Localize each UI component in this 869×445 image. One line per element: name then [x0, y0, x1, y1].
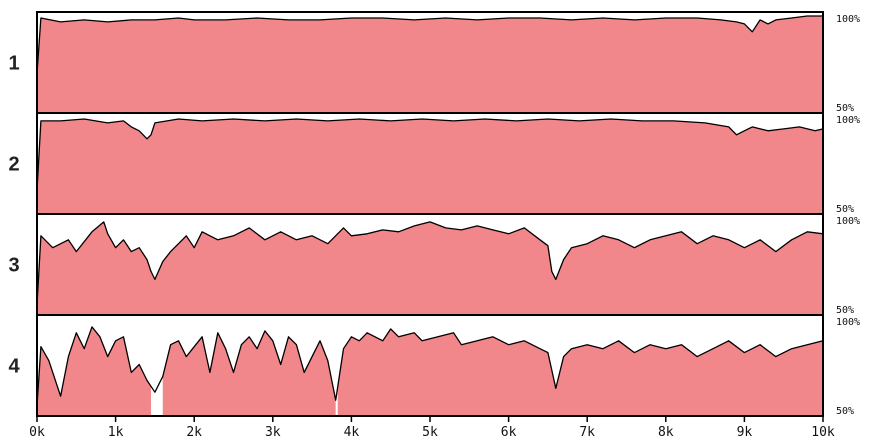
track-panel-1: 1 100% 50% — [8, 11, 860, 114]
track-3-area — [37, 221, 823, 315]
x-tick-label-3k: 3k — [265, 425, 281, 440]
x-tick-label-4k: 4k — [344, 425, 360, 440]
track-2-line — [36, 118, 824, 191]
x-tick-label-1k: 1k — [108, 425, 124, 440]
x-tick-label-5k: 5k — [422, 425, 438, 440]
track-4-label-50: 50% — [836, 406, 854, 417]
x-axis: 0k 1k 2k 3k 4k 5k 6k 7k 8k 9k 10k — [29, 415, 835, 440]
x-tick-label-8k: 8k — [658, 425, 674, 440]
track-1-area — [37, 16, 823, 113]
track-label-4: 4 — [8, 356, 20, 378]
track-label-1: 1 — [8, 53, 19, 75]
track-4-line — [36, 326, 824, 407]
track-1-label-100: 100% — [836, 14, 860, 25]
track-4-gap-0 — [150, 370, 163, 416]
track-2-area — [37, 119, 823, 214]
x-tick-label-2k: 2k — [186, 425, 202, 440]
track-2-label-50: 50% — [836, 204, 854, 215]
x-tick-label-6k: 6k — [501, 425, 517, 440]
track-3-label-100: 100% — [836, 216, 860, 227]
x-tick-label-10k: 10k — [811, 425, 835, 440]
track-label-3: 3 — [8, 255, 19, 277]
track-2-label-100: 100% — [836, 115, 860, 126]
track-4-label-100: 100% — [836, 317, 860, 328]
track-panel-2: 2 100% 50% — [8, 112, 860, 215]
x-tick-label-0k: 0k — [29, 425, 45, 440]
track-4-area — [37, 326, 823, 416]
track-3-label-50: 50% — [836, 305, 854, 316]
x-tick-label-7k: 7k — [579, 425, 595, 440]
track-panel-3: 3 100% 50% — [8, 213, 860, 316]
track-1-label-50: 50% — [836, 103, 854, 114]
x-tick-label-9k: 9k — [737, 425, 753, 440]
track-1-line — [36, 15, 823, 74]
track-3-line — [36, 221, 824, 306]
track-panel-4: 4 100% 50% — [8, 314, 860, 417]
track-label-2: 2 — [8, 154, 19, 176]
